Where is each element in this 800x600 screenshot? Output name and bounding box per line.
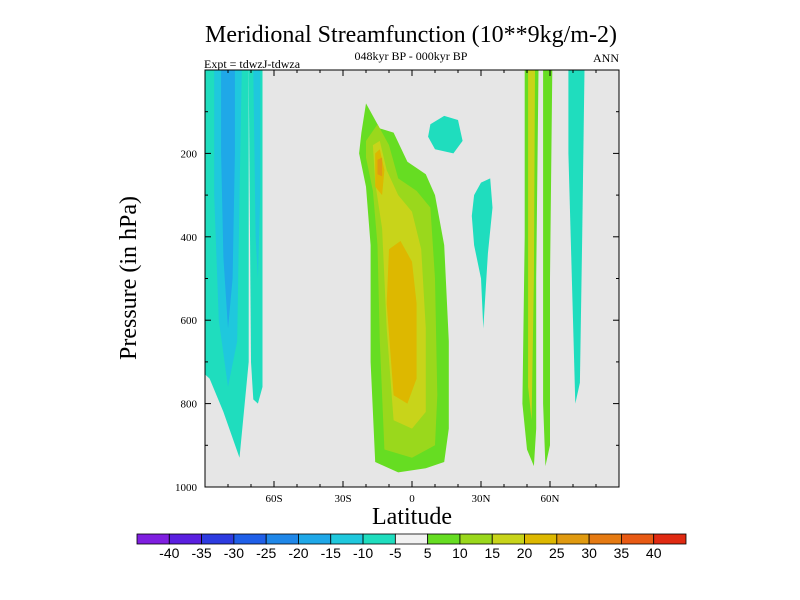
y-tick-labels: 200 400 600 800 1000 bbox=[175, 148, 198, 494]
colorbar-swatch bbox=[394, 533, 429, 545]
colorbar-swatch bbox=[201, 533, 235, 545]
contour-nh-high-lat-strip bbox=[568, 70, 585, 404]
contour-tropical-cell-core bbox=[386, 241, 417, 404]
colorbar-label: -35 bbox=[191, 545, 211, 561]
colorbar-label: -15 bbox=[321, 545, 341, 561]
colorbar-label: 25 bbox=[549, 545, 565, 561]
contour-sh-high-lat-inner bbox=[221, 70, 235, 329]
y-tick-label: 600 bbox=[181, 315, 198, 327]
x-tick-labels: 60S 30S 0 30N 60N bbox=[265, 493, 559, 505]
x-tick-label: 30S bbox=[334, 493, 351, 505]
contour-nh-mid-lat-inner bbox=[528, 70, 535, 421]
y-tick-label: 800 bbox=[181, 399, 198, 411]
colorbar-swatch bbox=[168, 533, 202, 545]
colorbar-label: -20 bbox=[288, 545, 308, 561]
y-axis-label: Pressure (in hPa) bbox=[116, 196, 142, 360]
colorbar-swatch bbox=[556, 533, 590, 545]
colorbar-label: -5 bbox=[389, 545, 402, 561]
colorbar-label: 10 bbox=[452, 545, 468, 561]
x-tick-label: 60N bbox=[541, 493, 560, 505]
contour-tropical-upper-max-core bbox=[377, 157, 383, 177]
y-tick-label: 1000 bbox=[175, 482, 198, 494]
colorbar-label: 35 bbox=[614, 545, 630, 561]
colorbar-swatch bbox=[362, 533, 396, 545]
colorbar-swatch bbox=[459, 533, 493, 545]
x-axis-label: Latitude bbox=[372, 504, 452, 530]
plot-area: 60S 30S 0 30N 60N 200 400 600 800 1000 bbox=[175, 69, 620, 505]
colorbar bbox=[136, 533, 687, 545]
colorbar-swatch bbox=[653, 533, 687, 545]
colorbar-label: 30 bbox=[581, 545, 597, 561]
contour-nh-upper-blob bbox=[428, 115, 463, 154]
colorbar-swatch bbox=[621, 533, 655, 545]
colorbar-swatch bbox=[427, 533, 461, 545]
colorbar-label: 20 bbox=[517, 545, 533, 561]
colorbar-label: -10 bbox=[353, 545, 373, 561]
colorbar-labels: -40 -35 -30 -25 -20 -15 -10 -5 5 10 15 20 25 30 35 40 bbox=[159, 545, 662, 561]
contour-regions bbox=[205, 70, 585, 473]
colorbar-label: 5 bbox=[424, 545, 432, 561]
chart-title: Meridional Streamfunction (10**9kg/m-2) bbox=[205, 22, 617, 48]
colorbar-swatch bbox=[265, 533, 299, 545]
y-tick-label: 200 bbox=[181, 148, 198, 160]
colorbar-label: -40 bbox=[159, 545, 179, 561]
contour-sh-narrow-strip-core bbox=[253, 70, 261, 279]
x-tick-label: 60S bbox=[265, 493, 282, 505]
colorbar-swatch bbox=[588, 533, 622, 545]
colorbar-swatch bbox=[233, 533, 267, 545]
colorbar-label: 15 bbox=[484, 545, 500, 561]
y-tick-label: 400 bbox=[181, 232, 198, 244]
chart-subtitle: 048kyr BP - 000kyr BP bbox=[355, 49, 468, 63]
colorbar-swatch bbox=[298, 533, 332, 545]
colorbar-swatch bbox=[330, 533, 364, 545]
colorbar-label: -25 bbox=[256, 545, 276, 561]
tick-marks bbox=[205, 70, 619, 488]
colorbar-swatch bbox=[136, 533, 170, 545]
colorbar-swatch bbox=[524, 533, 558, 545]
x-tick-label: 0 bbox=[409, 493, 415, 505]
contour-nh-mid-blob bbox=[471, 178, 493, 329]
colorbar-label: 40 bbox=[646, 545, 662, 561]
x-tick-label: 30N bbox=[472, 493, 491, 505]
contour-nh-mid-lat-strip2 bbox=[543, 70, 553, 467]
experiment-label: Expt = tdwzJ-tdwza bbox=[204, 57, 301, 71]
colorbar-swatch bbox=[491, 533, 525, 545]
colorbar-label: -30 bbox=[224, 545, 244, 561]
season-label: ANN bbox=[593, 51, 619, 65]
